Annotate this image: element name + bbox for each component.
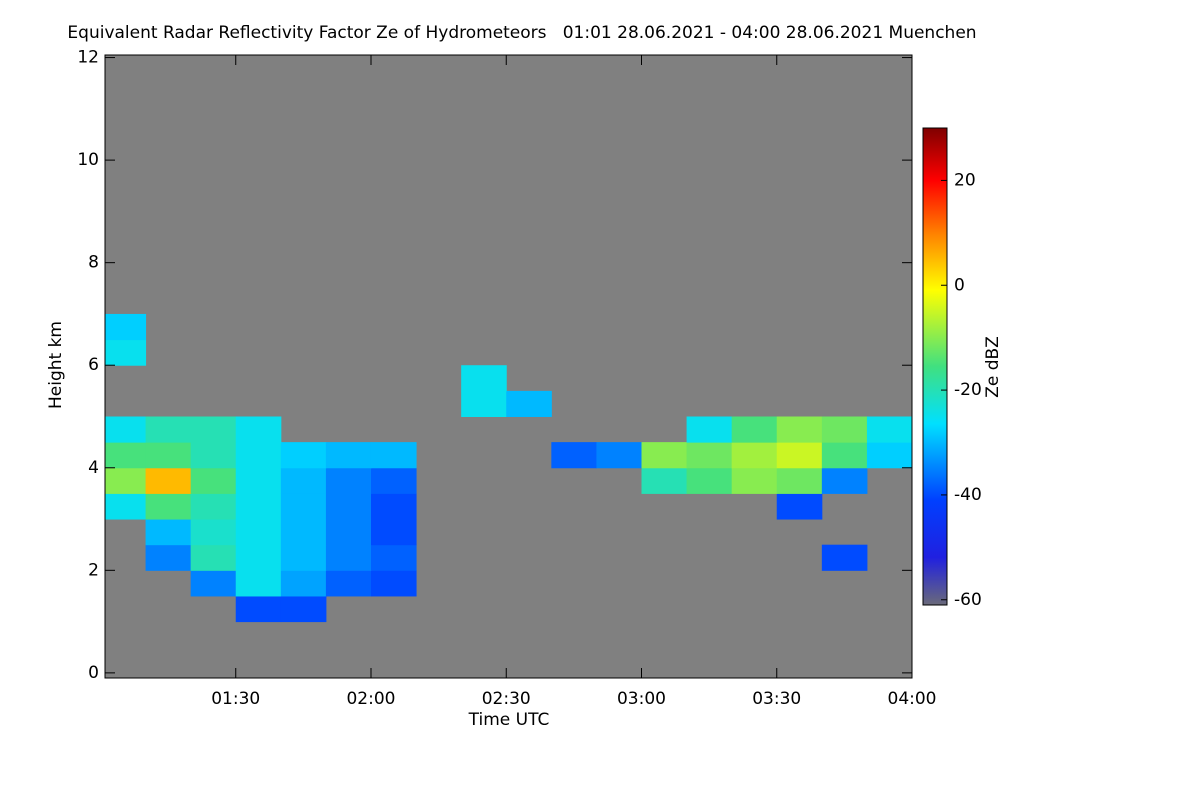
- heatmap-cell: [190, 570, 237, 597]
- heatmap-cell: [235, 493, 282, 520]
- heatmap-cell: [235, 442, 282, 469]
- heatmap-cell: [190, 416, 237, 443]
- y-tick-label: 12: [77, 48, 99, 68]
- y-tick-label: 10: [77, 150, 99, 170]
- heatmap-cell: [641, 442, 688, 469]
- heatmap-cell: [280, 595, 327, 623]
- heatmap-cell: [776, 442, 823, 469]
- x-tick-label: 02:00: [346, 689, 395, 709]
- heatmap-cell: [235, 519, 282, 546]
- heatmap-cell: [641, 467, 688, 494]
- heatmap-cell: [821, 442, 868, 469]
- heatmap-cell: [325, 544, 372, 571]
- heatmap-cell: [325, 467, 372, 494]
- heatmap-cell: [280, 570, 327, 597]
- heatmap-cell: [821, 544, 868, 571]
- heatmap-cell: [370, 570, 417, 597]
- x-tick-label: 04:00: [888, 689, 937, 709]
- colorbar-tick-label: 0: [954, 275, 965, 295]
- heatmap-cell: [506, 390, 552, 417]
- heatmap-cell: [866, 416, 912, 443]
- heatmap-cell: [731, 467, 778, 494]
- heatmap-cell: [325, 442, 372, 469]
- colorbar-tick-label: -40: [954, 485, 982, 505]
- heatmap-cell: [105, 442, 147, 469]
- heatmap-cell: [776, 416, 823, 443]
- colorbar: [922, 127, 948, 606]
- heatmap-cell: [370, 519, 417, 546]
- heatmap-cell: [190, 544, 237, 571]
- heatmap-cell: [821, 467, 868, 494]
- heatmap-cell: [190, 493, 237, 520]
- heatmap-cell: [731, 442, 778, 469]
- heatmap-cell: [325, 493, 372, 520]
- heatmap-cell: [145, 493, 192, 520]
- y-tick-label: 4: [88, 458, 99, 478]
- x-axis-label: Time UTC: [468, 710, 550, 730]
- heatmap-cell: [145, 519, 192, 546]
- heatmap-cell: [190, 519, 237, 546]
- y-axis-label: Height km: [46, 321, 66, 409]
- chart-title: Equivalent Radar Reflectivity Factor Ze …: [67, 23, 976, 43]
- x-tick-label: 03:30: [752, 689, 801, 709]
- heatmap-cell: [370, 493, 417, 520]
- heatmap-cell: [235, 570, 282, 597]
- heatmap-cell: [551, 442, 597, 469]
- heatmap-cell: [145, 544, 192, 571]
- heatmap-cell: [235, 467, 282, 494]
- heatmap-cell: [280, 544, 327, 571]
- heatmap-cell: [280, 467, 327, 494]
- heatmap-cell: [370, 544, 417, 571]
- heatmap-cell: [105, 313, 147, 341]
- heatmap-cell: [145, 467, 192, 494]
- heatmap-cell: [235, 595, 282, 623]
- x-tick-label: 03:00: [617, 689, 666, 709]
- heatmap-cell: [105, 493, 147, 520]
- heatmap-cell: [866, 442, 912, 469]
- heatmap-cell: [145, 442, 192, 469]
- y-tick-label: 2: [88, 560, 99, 580]
- y-tick-label: 6: [88, 355, 99, 375]
- heatmap-cell: [190, 467, 237, 494]
- colorbar-tick-label: -60: [954, 590, 982, 610]
- heatmap-cell: [731, 416, 778, 443]
- heatmap-cell: [280, 442, 327, 469]
- x-tick-label: 02:30: [482, 689, 531, 709]
- heatmap-cell: [280, 519, 327, 546]
- heatmap-cell: [686, 416, 733, 443]
- heatmap-cell: [105, 416, 147, 443]
- heatmap-cell: [461, 365, 507, 392]
- heatmap-cell: [370, 442, 417, 469]
- heatmap-cell: [596, 442, 642, 469]
- x-tick-label: 01:30: [211, 689, 260, 709]
- heatmap-cell: [821, 416, 868, 443]
- y-tick-label: 8: [88, 253, 99, 273]
- colorbar-label: Ze dBZ: [983, 336, 1003, 398]
- heatmap-cell: [325, 519, 372, 546]
- heatmap-cell: [776, 493, 823, 520]
- heatmap-cell: [461, 390, 507, 417]
- heatmap-cell: [105, 339, 147, 366]
- heatmap-cell: [280, 493, 327, 520]
- heatmap-cell: [235, 544, 282, 571]
- heatmap-cell: [686, 467, 733, 494]
- heatmap-cell: [105, 467, 147, 494]
- y-tick-label: 0: [88, 663, 99, 683]
- colorbar-tick-label: 20: [954, 170, 976, 190]
- heatmap-cell: [686, 442, 733, 469]
- heatmap-cell: [190, 442, 237, 469]
- colorbar-tick-label: -20: [954, 380, 982, 400]
- heatmap-cell: [325, 570, 372, 597]
- heatmap-cell: [776, 467, 823, 494]
- plot-frame: [104, 54, 913, 679]
- heatmap-cell: [145, 416, 192, 443]
- heatmap-cell: [235, 416, 282, 443]
- heatmap-cell: [370, 467, 417, 494]
